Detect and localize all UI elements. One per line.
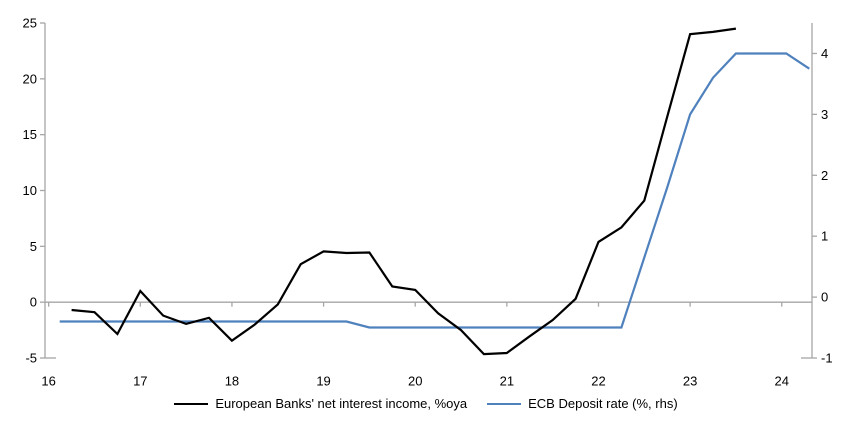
left-axis-tick-label: 0 — [30, 295, 37, 310]
series-line-net-interest-income — [71, 27, 737, 356]
x-axis-tick-label: 21 — [500, 374, 514, 389]
x-axis-tick-label: 22 — [591, 374, 605, 389]
legend-label-ecb-deposit-rate: ECB Deposit rate (%, rhs) — [528, 396, 678, 411]
right-axis-tick-label: -1 — [821, 351, 833, 366]
chart-legend: European Banks' net interest income, %oy… — [0, 396, 852, 411]
x-axis-tick-label: 19 — [316, 374, 330, 389]
x-axis-tick-label: 23 — [683, 374, 697, 389]
left-axis-tick-label: -5 — [25, 351, 37, 366]
right-axis-tick-label: 1 — [821, 229, 828, 244]
x-axis-tick-label: 18 — [225, 374, 239, 389]
legend-line-sample-blue — [487, 402, 522, 405]
legend-item-ecb-deposit-rate: ECB Deposit rate (%, rhs) — [487, 396, 678, 411]
x-axis-tick-label: 16 — [41, 374, 55, 389]
right-axis-tick-label: 3 — [821, 107, 828, 122]
left-axis-tick-label: 10 — [23, 183, 37, 198]
legend-item-net-interest-income: European Banks' net interest income, %oy… — [174, 396, 467, 411]
right-axis-tick-label: 0 — [821, 290, 828, 305]
legend-label-net-interest-income: European Banks' net interest income, %oy… — [215, 396, 468, 411]
left-axis-tick-label: 25 — [23, 16, 37, 31]
left-axis-tick-label: 5 — [30, 239, 37, 254]
x-axis-tick-label: 24 — [775, 374, 789, 389]
x-axis-tick-label: 17 — [133, 374, 147, 389]
right-axis-tick-label: 2 — [821, 168, 828, 183]
series-line-ecb-deposit-rate — [59, 52, 810, 329]
left-axis-tick-label: 15 — [23, 127, 37, 142]
legend-line-sample-black — [174, 402, 209, 405]
left-axis-tick-label: 20 — [23, 71, 37, 86]
right-axis-tick-label: 4 — [821, 46, 828, 61]
x-axis-tick-label: 20 — [408, 374, 422, 389]
